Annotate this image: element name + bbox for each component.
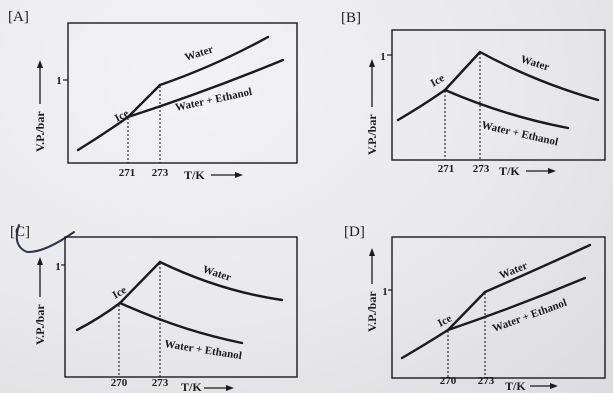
panel-c-y-tick-label: 1 bbox=[55, 261, 61, 273]
panel-d-x-tick-1: 270 bbox=[440, 375, 457, 387]
panel-c-x-arrow-head bbox=[226, 385, 234, 391]
panel-a-x-axis-label: T/K bbox=[184, 168, 205, 182]
panel-b-frame bbox=[391, 29, 606, 161]
panel-a-y-axis-label: V.P./bar bbox=[33, 111, 47, 152]
panel-b-water-ethanol-curve bbox=[443, 88, 570, 130]
panel-b: [B] V.P./bar 1 Ice Water Water + Ethanol… bbox=[341, 10, 606, 178]
panel-a-x-arrow-head bbox=[235, 172, 243, 178]
panel-c-y-axis-label: V.P./bar bbox=[33, 304, 47, 345]
panel-b-water-curve bbox=[478, 50, 600, 102]
panel-b-y-axis-label: V.P./bar bbox=[365, 114, 379, 155]
panel-a-y-tick-label: 1 bbox=[56, 75, 62, 87]
panel-b-x-arrow-head bbox=[548, 168, 556, 174]
panel-c-x-tick-2: 273 bbox=[152, 377, 169, 389]
panel-d-y-axis-label: V.P./bar bbox=[365, 291, 379, 332]
panel-c-ice-label: Ice bbox=[111, 284, 129, 301]
panel-d-water-ethanol-label: Water + Ethanol bbox=[491, 297, 569, 335]
panel-a-label: [A] bbox=[8, 9, 29, 25]
panel-b-ice-label: Ice bbox=[429, 72, 447, 89]
panel-c-y-arrow-head bbox=[37, 257, 43, 265]
panel-d: [D] V.P./bar 1 Ice Water Water + Ethanol… bbox=[344, 224, 606, 393]
panel-c-x-axis-label: T/K bbox=[181, 380, 202, 393]
panel-a-water-label: Water bbox=[183, 43, 215, 64]
panel-c-water-curve bbox=[158, 260, 284, 302]
panel-d-y-tick-label: 1 bbox=[382, 286, 388, 298]
panel-d-x-arrow-head bbox=[550, 383, 558, 389]
panel-b-water-label: Water bbox=[519, 53, 551, 73]
panel-d-water-curve bbox=[483, 243, 592, 294]
panel-a-ice-label: Ice bbox=[113, 107, 131, 124]
panel-c-x-tick-1: 270 bbox=[111, 377, 128, 389]
panel-c-label: [C] bbox=[10, 224, 30, 240]
panel-d-frame bbox=[391, 236, 606, 379]
panel-d-label: [D] bbox=[344, 224, 365, 240]
handwritten-pen-mark bbox=[15, 224, 75, 254]
panel-a-water-ethanol-label: Water + Ethanol bbox=[174, 86, 253, 114]
panel-a-water-ethanol-curve bbox=[126, 58, 285, 119]
panel-c-water-ethanol-curve bbox=[118, 301, 244, 345]
panel-a-x-tick-1: 271 bbox=[119, 167, 136, 179]
panel-b-label: [B] bbox=[341, 10, 361, 26]
panel-b-x-axis-label: T/K bbox=[499, 164, 520, 178]
panel-c-frame bbox=[64, 236, 298, 378]
panel-b-x-tick-2: 273 bbox=[473, 163, 490, 175]
panel-c: [C] V.P./bar 1 Ice Water Water + Ethanol… bbox=[10, 224, 298, 393]
panel-d-water-ethanol-curve bbox=[446, 276, 587, 332]
panel-b-y-tick-label: 1 bbox=[380, 51, 386, 63]
panel-a: [A] V.P./bar 1 Ice Water Water + Ethanol… bbox=[8, 9, 298, 182]
panel-b-y-arrow-head bbox=[369, 59, 375, 67]
panel-a-frame bbox=[67, 22, 298, 164]
panel-d-ice-label: Ice bbox=[436, 312, 454, 329]
panel-d-y-arrow-head bbox=[369, 248, 375, 256]
panel-d-x-axis-label: T/K bbox=[505, 379, 526, 393]
panel-b-x-tick-1: 271 bbox=[438, 163, 455, 175]
panel-d-x-tick-2: 273 bbox=[478, 375, 495, 387]
panel-a-water-curve bbox=[158, 35, 270, 87]
panel-a-y-arrow-head bbox=[37, 60, 43, 68]
panel-a-x-tick-2: 273 bbox=[152, 167, 169, 179]
